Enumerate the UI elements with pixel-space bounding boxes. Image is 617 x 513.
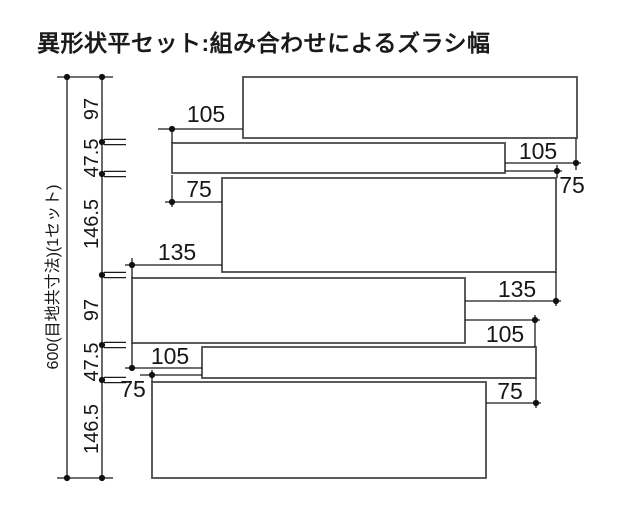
joint-tick-dot <box>98 376 106 384</box>
offset-dim-label: 75 <box>559 172 585 198</box>
offset-dim-dot <box>128 364 136 372</box>
offset-dim-dot <box>572 159 580 167</box>
offset-dim-dot <box>552 297 560 305</box>
offset-dim-label: 105 <box>519 138 557 164</box>
segment-dim-label: 97 <box>81 299 103 321</box>
dim-end-dot <box>63 474 71 482</box>
joint-tick-dot <box>98 341 106 349</box>
offset-dim-dot <box>168 125 176 133</box>
segment-dim-label: 97 <box>81 98 103 120</box>
offset-dim-label: 135 <box>498 276 536 302</box>
offset-dim-dot <box>531 316 539 324</box>
offset-dim-dot <box>128 261 136 269</box>
offset-dim-label: 105 <box>187 101 225 127</box>
tile-row-4 <box>131 277 466 344</box>
set-dim-label: 600(目地共寸法)(1セット) <box>44 185 62 370</box>
offset-dim-dot <box>168 198 176 206</box>
tile-row-3 <box>221 177 557 273</box>
joint-tick-dot <box>98 170 106 178</box>
dim-end-dot <box>98 73 106 81</box>
tile-row-2 <box>171 142 506 174</box>
dim-end-dot <box>63 73 71 81</box>
joint-tick-dot <box>98 271 106 279</box>
tile-row-6 <box>151 381 487 479</box>
offset-dim-dot <box>148 371 156 379</box>
segment-dim-label: 47.5 <box>81 139 103 178</box>
tile-row-1 <box>242 76 578 139</box>
dim-end-dot <box>98 474 106 482</box>
offset-dim-dot <box>532 399 540 407</box>
segment-dim-label: 47.5 <box>81 343 103 382</box>
segment-dim-label: 146.5 <box>81 199 103 249</box>
segment-dim-label: 146.5 <box>81 404 103 454</box>
offset-dim-dot <box>553 167 561 175</box>
tile-row-5 <box>201 346 537 379</box>
diagram-title: 異形状平セット:組み合わせによるズラシ幅 <box>37 30 491 56</box>
offset-dim-label: 105 <box>151 343 189 369</box>
offset-dim-label: 75 <box>186 176 212 202</box>
offset-dim-label: 135 <box>158 239 196 265</box>
offset-dim-label: 75 <box>120 376 146 402</box>
joint-tick-dot <box>98 138 106 146</box>
offset-dim-label: 105 <box>486 321 524 347</box>
offset-dim-label: 75 <box>497 378 523 404</box>
